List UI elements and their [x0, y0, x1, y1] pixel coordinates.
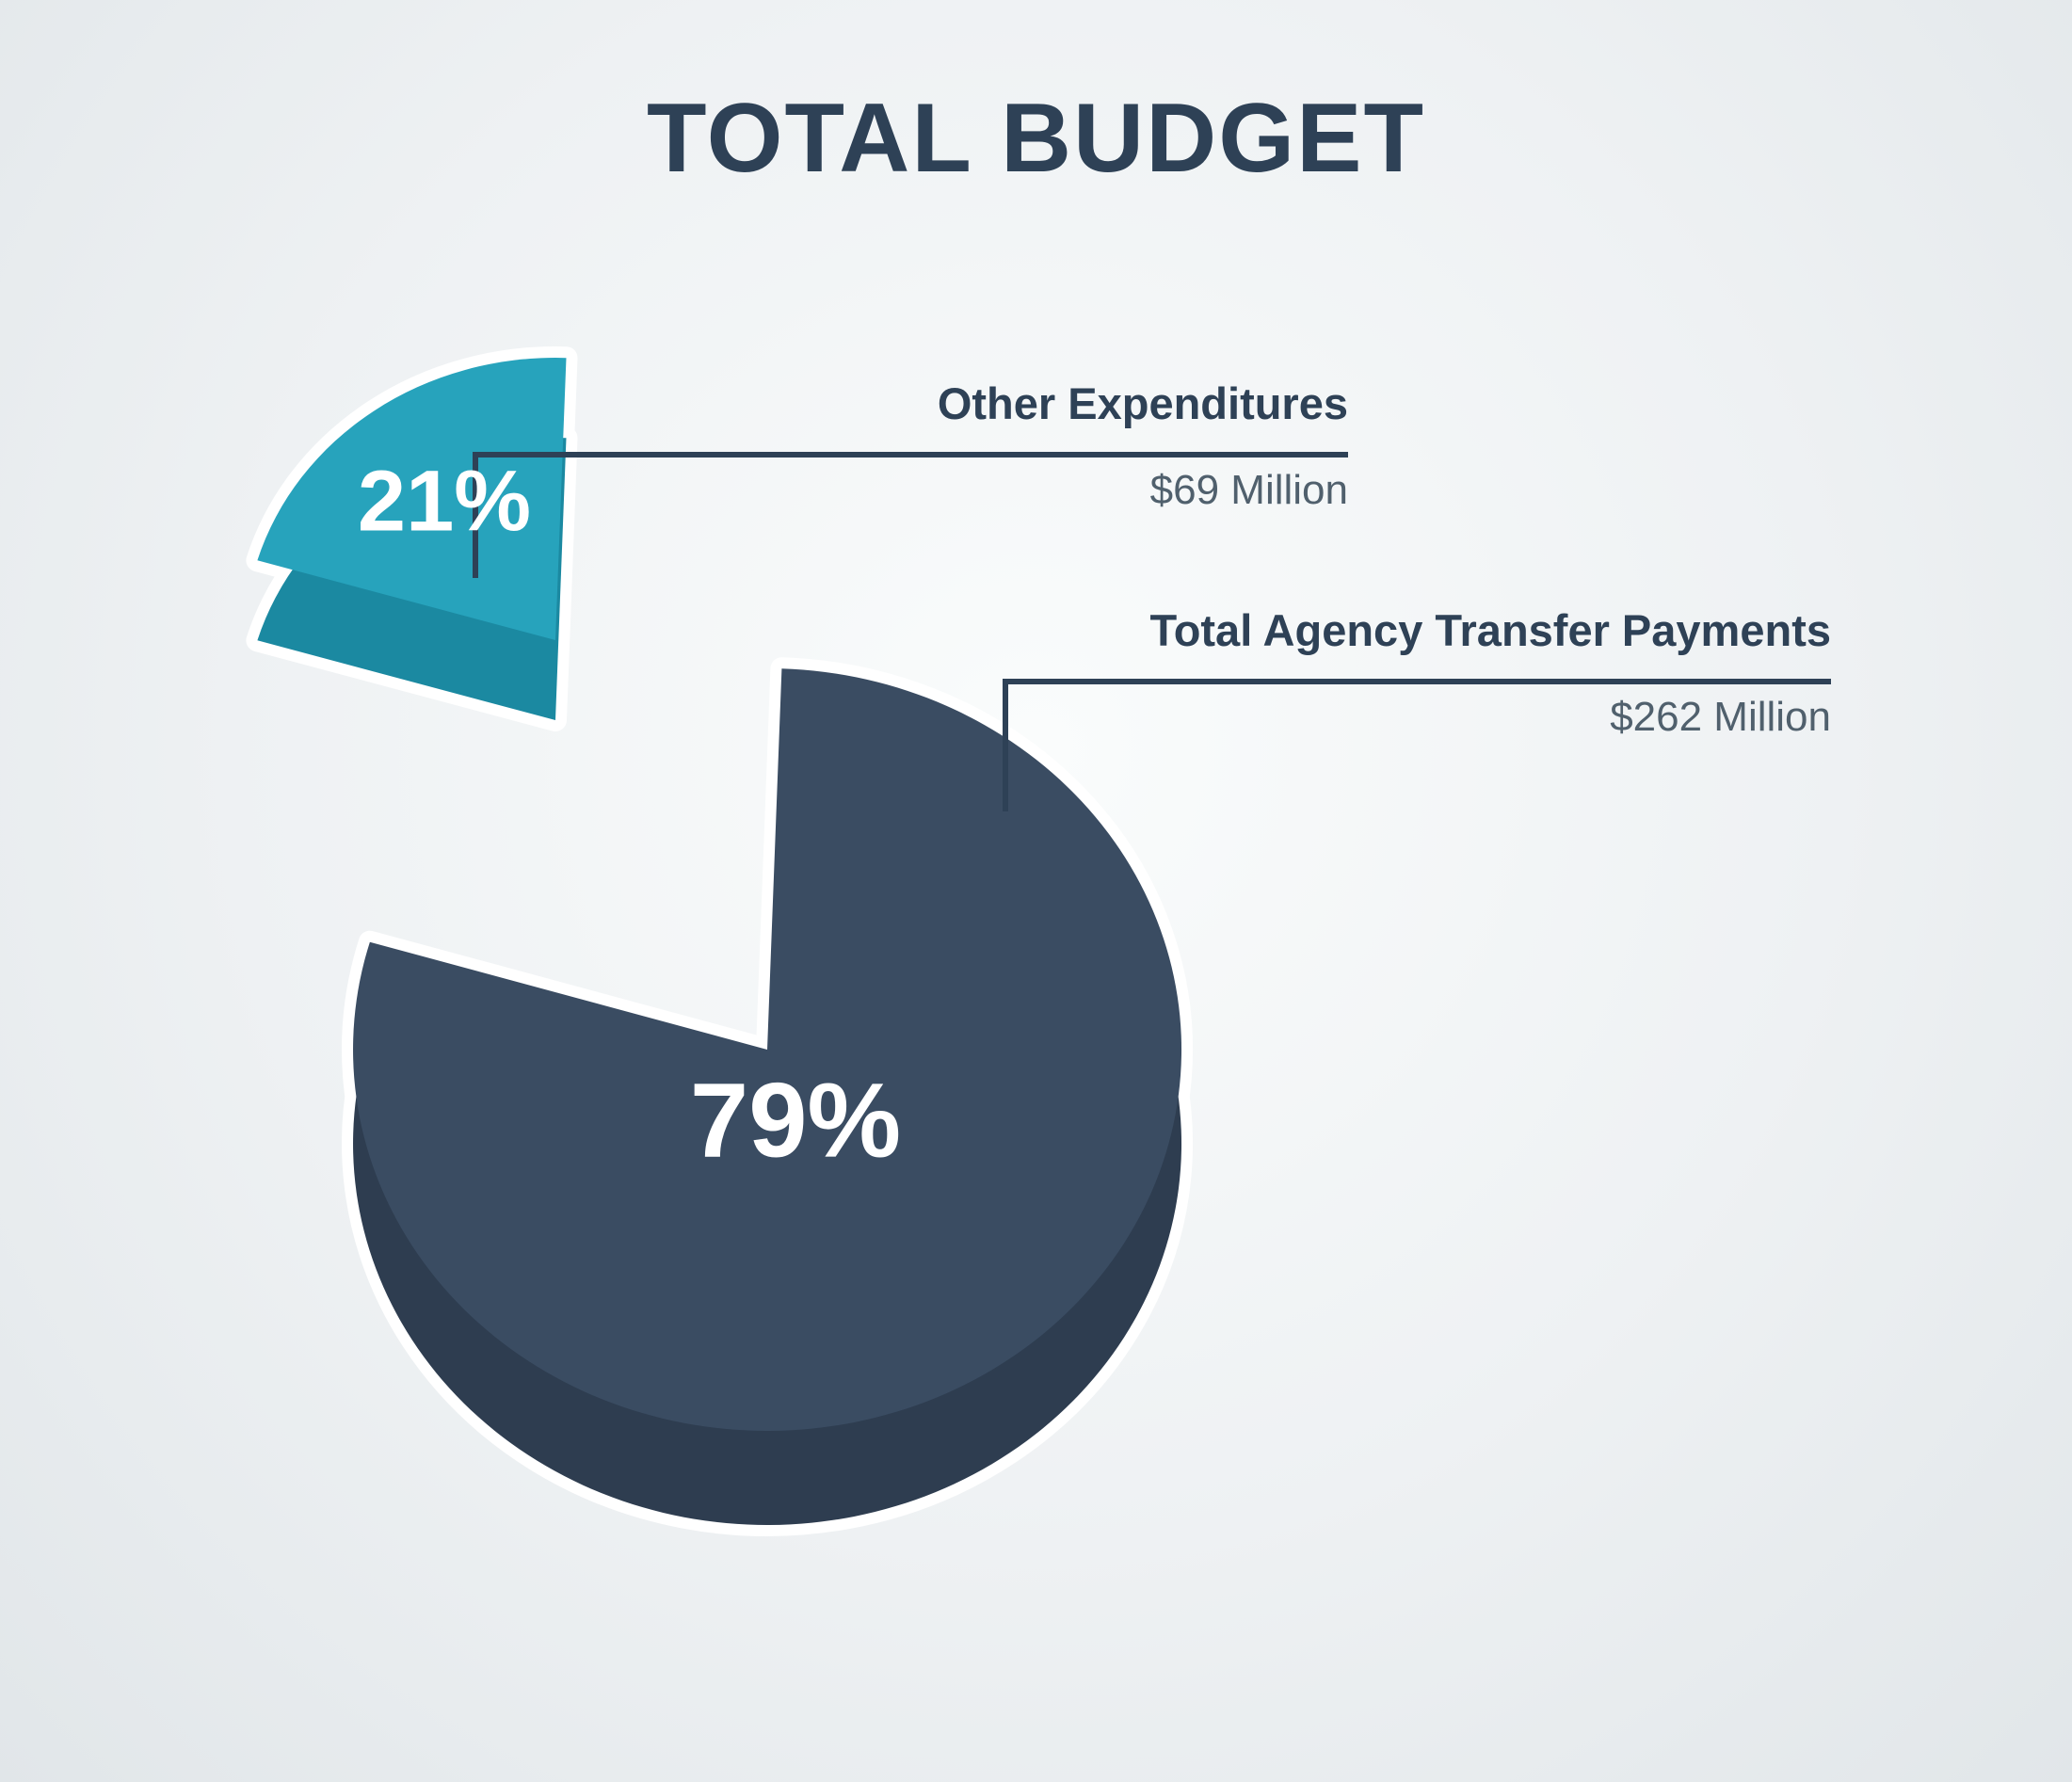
callout-other-expenditures: Other Expenditures $69 Million	[938, 379, 1348, 513]
pie-slice-other-expenditures-top	[257, 358, 567, 640]
slice-value-other-expenditures: $69 Million	[1149, 466, 1348, 513]
pie-slice-transfer-payments-top	[353, 668, 1182, 1431]
slice-value-transfer-payments: $262 Million	[1610, 693, 1831, 740]
slice-percent-other-expenditures: 21%	[357, 453, 532, 550]
slice-percent-transfer-payments: 79%	[689, 1061, 902, 1180]
slice-label-transfer-payments: Total Agency Transfer Payments	[1149, 605, 1831, 655]
slice-label-other-expenditures: Other Expenditures	[937, 378, 1348, 428]
page-title: TOTAL BUDGET	[646, 84, 1426, 193]
callout-line-other-expenditures	[473, 452, 1348, 578]
callout-transfer-payments: Total Agency Transfer Payments $262 Mill…	[1149, 606, 1831, 740]
callout-line-transfer-payments	[1003, 679, 1831, 811]
